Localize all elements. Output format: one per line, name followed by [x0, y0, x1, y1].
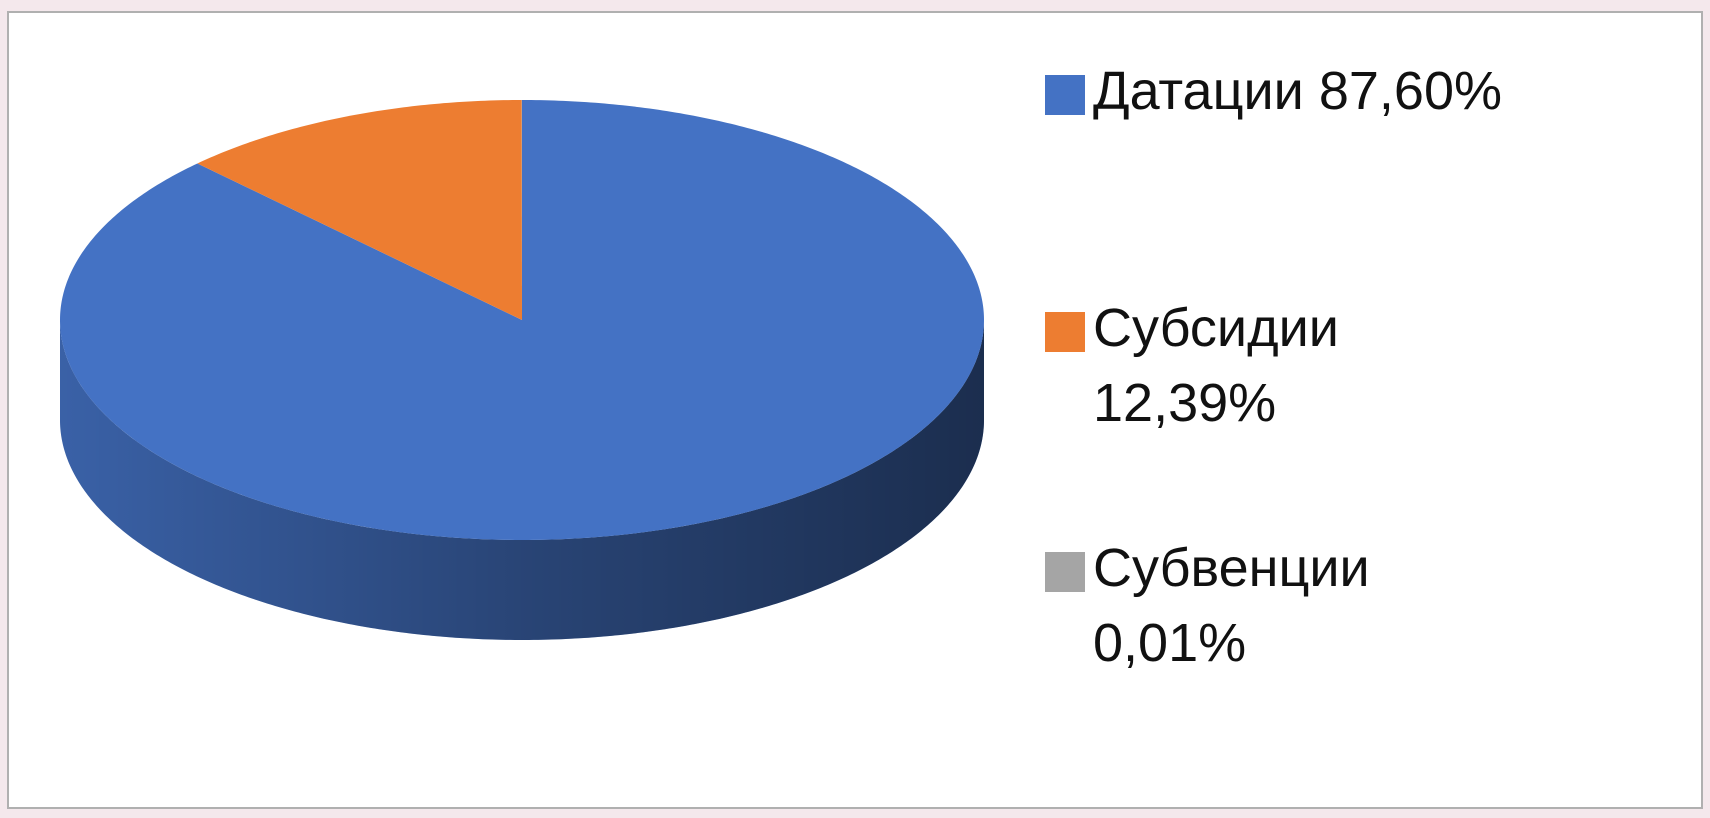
legend-value: 0,01%: [1093, 613, 1246, 673]
legend-entry: Субсидии 12,39%: [1093, 298, 1339, 433]
legend-entry: Датации 87,60%: [1093, 61, 1502, 121]
legend-swatch: [1045, 75, 1085, 115]
legend-swatch: [1045, 312, 1085, 352]
slice-side-shade: [60, 320, 984, 640]
legend-swatch: [1045, 552, 1085, 592]
legend-entry: Субвенции 0,01%: [1093, 538, 1370, 673]
legend-label: Датации: [1093, 61, 1304, 121]
slice: [197, 100, 522, 320]
legend-label: Субсидии: [1093, 298, 1339, 358]
legend-value: 12,39%: [1093, 373, 1276, 433]
legend-value: 87,60%: [1319, 61, 1502, 121]
legend-label: Субвенции: [1093, 538, 1370, 598]
